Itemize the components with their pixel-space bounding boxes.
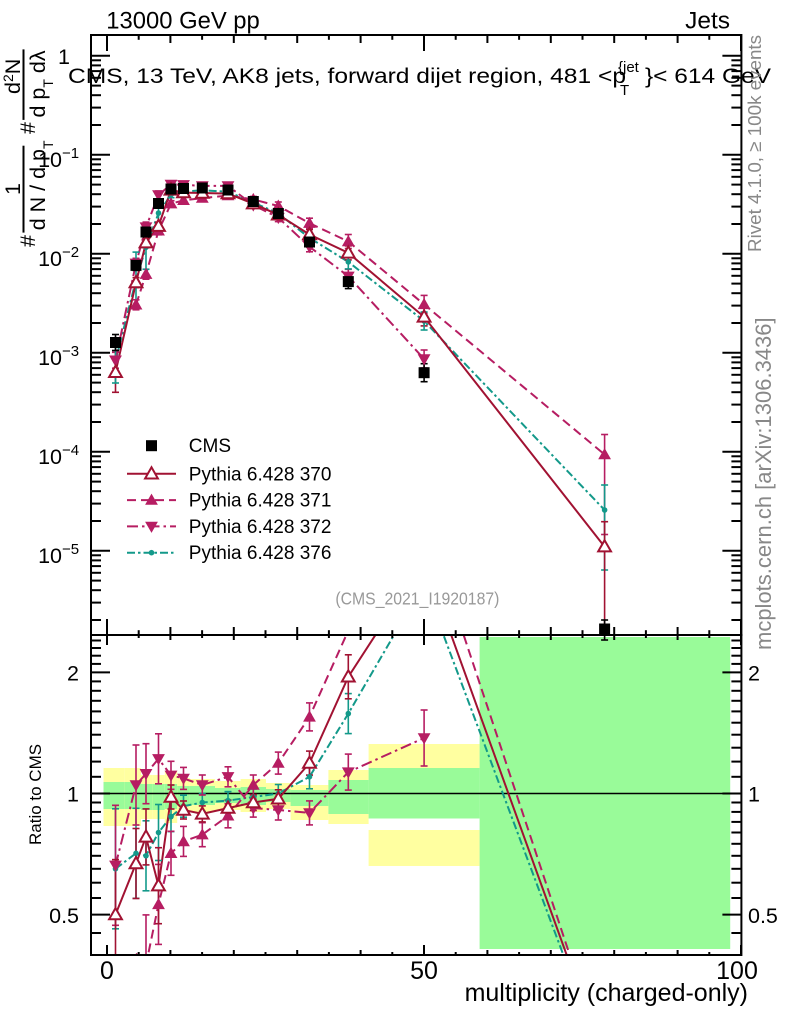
svg-text:1: 1 xyxy=(748,783,760,807)
svg-text:}< 614 GeV: }< 614 GeV xyxy=(645,64,772,88)
svg-text:10: 10 xyxy=(38,346,62,370)
svg-text:2: 2 xyxy=(748,662,760,686)
svg-text:1: 1 xyxy=(67,783,79,807)
svg-text:Pythia 6.428 372: Pythia 6.428 372 xyxy=(189,517,332,538)
svg-text:10: 10 xyxy=(38,445,62,469)
svg-text:Rivet 4.1.0, ≥ 100k events: Rivet 4.1.0, ≥ 100k events xyxy=(744,35,765,252)
svg-text:10: 10 xyxy=(38,247,62,271)
svg-text:−4: −4 xyxy=(62,442,79,459)
svg-text:mcplots.cern.ch [arXiv:1306.34: mcplots.cern.ch [arXiv:1306.3436] xyxy=(751,317,776,650)
svg-text:10: 10 xyxy=(38,544,62,568)
svg-text:−2: −2 xyxy=(62,244,79,261)
svg-text:{jet: {jet xyxy=(618,59,640,76)
svg-text:−5: −5 xyxy=(62,541,79,558)
svg-text:T: T xyxy=(620,82,629,99)
svg-text:Pythia 6.428 376: Pythia 6.428 376 xyxy=(189,543,332,564)
svg-text:Jets: Jets xyxy=(685,7,730,34)
svg-text:(CMS_2021_I1920187): (CMS_2021_I1920187) xyxy=(335,588,499,609)
svg-text:1: 1 xyxy=(1,183,25,195)
svg-text:multiplicity (charged-only): multiplicity (charged-only) xyxy=(465,979,748,1007)
svg-text:2: 2 xyxy=(67,662,79,686)
svg-text:13000 GeV pp: 13000 GeV pp xyxy=(106,7,259,34)
svg-text:−3: −3 xyxy=(62,343,79,360)
svg-text:Ratio to CMS: Ratio to CMS xyxy=(26,744,45,845)
svg-text:CMS: CMS xyxy=(189,436,231,457)
svg-text:0.5: 0.5 xyxy=(49,904,79,928)
svg-text:Pythia 6.428 370: Pythia 6.428 370 xyxy=(189,464,332,485)
svg-text:50: 50 xyxy=(410,957,438,985)
svg-text:CMS, 13 TeV, AK8 jets, forward: CMS, 13 TeV, AK8 jets, forward dijet reg… xyxy=(68,64,626,88)
svg-text:#: # xyxy=(16,122,40,134)
svg-text:10: 10 xyxy=(38,148,62,172)
svg-text:0: 0 xyxy=(100,957,114,985)
svg-text:−1: −1 xyxy=(62,145,79,162)
svg-text:1: 1 xyxy=(58,45,70,69)
svg-text:#: # xyxy=(16,235,40,247)
svg-text:Pythia 6.428 371: Pythia 6.428 371 xyxy=(189,491,332,512)
svg-text:100: 100 xyxy=(716,957,758,985)
svg-text:0.5: 0.5 xyxy=(748,904,778,928)
